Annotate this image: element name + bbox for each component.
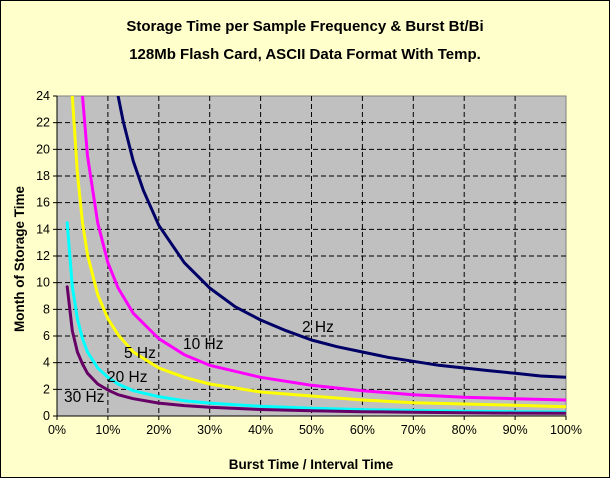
y-tick-label: 16 xyxy=(36,196,50,210)
series-label-30-hz: 30 Hz xyxy=(64,389,105,406)
y-tick-label: 8 xyxy=(43,302,50,316)
y-tick-label: 12 xyxy=(36,249,50,263)
chart-title-line-1: Storage Time per Sample Frequency & Burs… xyxy=(126,18,483,35)
series-label-10-hz: 10 Hz xyxy=(183,336,224,353)
series-line-20-hz xyxy=(65,221,566,414)
x-tick-label: 20% xyxy=(146,423,171,437)
x-tick-label: 100% xyxy=(550,423,582,437)
y-tick-label: 2 xyxy=(43,382,50,396)
y-tick-label: 22 xyxy=(36,116,50,130)
y-tick-label: 4 xyxy=(43,356,50,370)
x-tick-label: 10% xyxy=(95,423,120,437)
series-line-10-hz xyxy=(81,96,566,402)
y-tick-label: 18 xyxy=(36,169,50,183)
y-tick-label: 0 xyxy=(43,409,50,423)
x-tick-label: 50% xyxy=(299,423,324,437)
y-tick-label: 20 xyxy=(36,142,50,156)
x-tick-label: 40% xyxy=(248,423,273,437)
series-line-2-hz xyxy=(116,96,566,379)
x-tick-label: 80% xyxy=(452,423,477,437)
series-label-2-hz: 2 Hz xyxy=(302,319,334,336)
series-line-30-hz xyxy=(65,285,566,415)
y-tick-label: 14 xyxy=(36,222,50,236)
y-tick-label: 6 xyxy=(43,329,50,343)
x-tick-label: 60% xyxy=(350,423,375,437)
series-label-5-hz: 5 Hz xyxy=(124,345,156,362)
y-axis-title: Month of Storage Time xyxy=(12,186,27,332)
y-tick-label: 24 xyxy=(36,89,50,103)
series-label-20-hz: 20 Hz xyxy=(107,369,148,386)
y-tick-label: 10 xyxy=(36,276,50,290)
series-lines xyxy=(65,96,566,415)
grid-lines xyxy=(57,96,566,416)
series-line-5-hz xyxy=(70,96,566,409)
x-tick-label: 30% xyxy=(197,423,222,437)
x-axis-title: Burst Time / Interval Time xyxy=(229,457,394,472)
x-tick-label: 0% xyxy=(48,423,66,437)
x-tick-label: 70% xyxy=(401,423,426,437)
chart-title-line-2: 128Mb Flash Card, ASCII Data Format With… xyxy=(129,46,481,63)
x-tick-label: 90% xyxy=(503,423,528,437)
